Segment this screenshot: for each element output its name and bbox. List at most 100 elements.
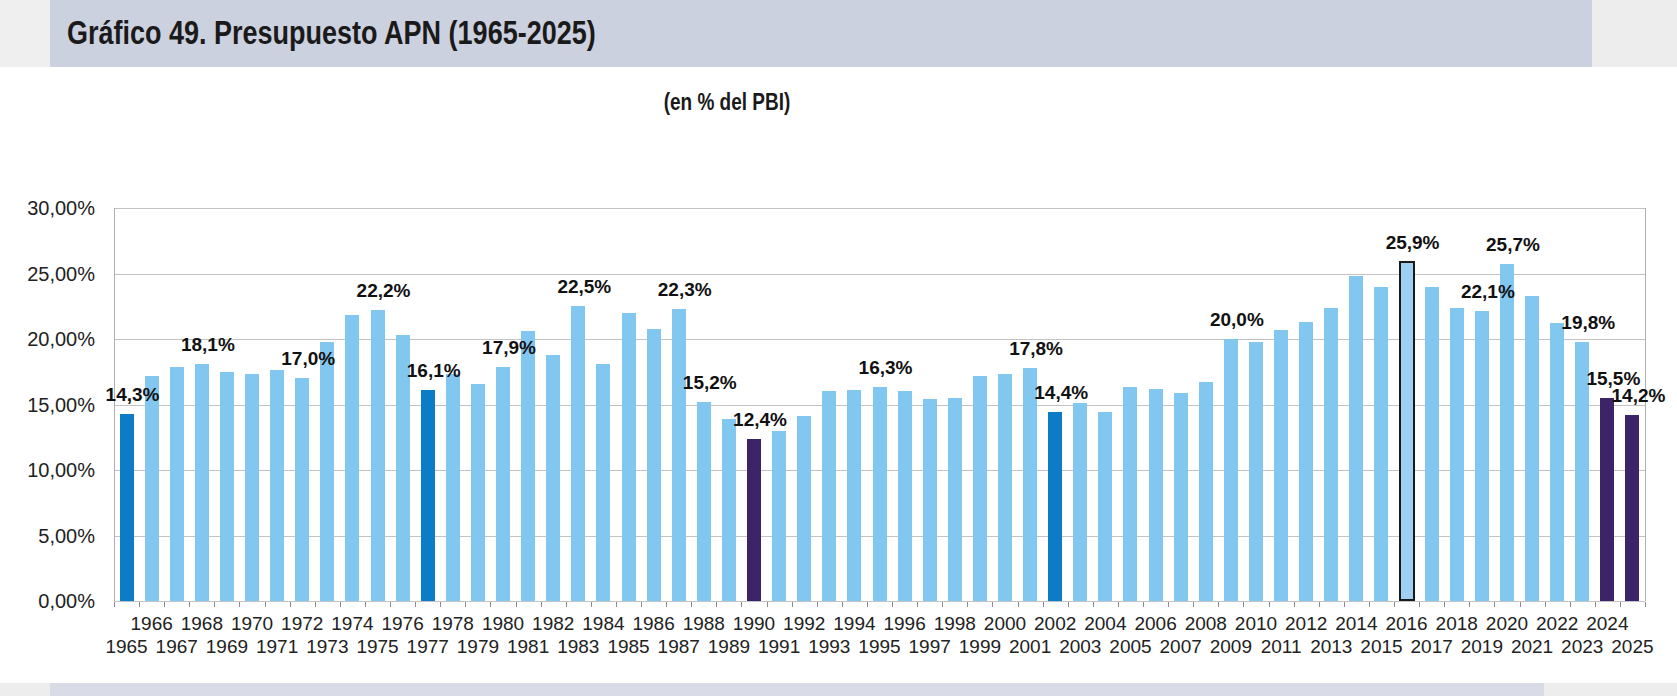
x-axis-label-1995: 1995 xyxy=(858,637,900,657)
x-axis-label-1966: 1966 xyxy=(131,614,173,634)
x-axis-tick xyxy=(1419,602,1420,607)
bar-1970 xyxy=(245,374,259,601)
x-axis-tick xyxy=(666,602,667,607)
x-axis-label-1975: 1975 xyxy=(356,637,398,657)
bar-2015 xyxy=(1374,287,1388,601)
x-axis-tick xyxy=(1319,602,1320,607)
bar-label-2001: 17,8% xyxy=(1009,338,1063,360)
bar-1977 xyxy=(421,390,435,601)
footer-band xyxy=(50,683,1544,696)
x-axis-tick xyxy=(390,602,391,607)
bar-label-1977: 16,1% xyxy=(407,360,461,382)
bar-1997 xyxy=(923,399,937,601)
x-axis-label-1984: 1984 xyxy=(582,614,624,634)
y-axis-label-15: 15,00% xyxy=(5,395,95,415)
x-axis-label-1977: 1977 xyxy=(407,637,449,657)
x-axis-tick xyxy=(992,602,993,607)
x-axis-tick xyxy=(1294,602,1295,607)
x-axis-label-2012: 2012 xyxy=(1285,614,1327,634)
bar-2013 xyxy=(1324,308,1338,601)
x-axis-tick xyxy=(1620,602,1621,607)
bar-2004 xyxy=(1098,412,1112,601)
bar-2011 xyxy=(1274,330,1288,601)
x-axis-tick xyxy=(1269,602,1270,607)
x-axis-label-1983: 1983 xyxy=(557,637,599,657)
bar-label-1988: 15,2% xyxy=(683,372,737,394)
bar-1975 xyxy=(371,310,385,601)
x-axis-label-1971: 1971 xyxy=(256,637,298,657)
gridline-25 xyxy=(114,274,1645,275)
x-axis-label-2007: 2007 xyxy=(1160,637,1202,657)
x-axis-label-2009: 2009 xyxy=(1210,637,1252,657)
bar-2002 xyxy=(1048,412,1062,601)
x-axis-tick xyxy=(1645,602,1646,607)
bar-1998 xyxy=(948,398,962,601)
x-axis-tick xyxy=(917,602,918,607)
bar-2024 xyxy=(1600,398,1614,601)
y-axis-label-25: 25,00% xyxy=(5,264,95,284)
x-axis-label-1987: 1987 xyxy=(658,637,700,657)
x-axis-label-1972: 1972 xyxy=(281,614,323,634)
bar-1972 xyxy=(295,378,309,601)
x-axis-label-2022: 2022 xyxy=(1536,614,1578,634)
x-axis-label-1970: 1970 xyxy=(231,614,273,634)
bar-1991 xyxy=(772,431,786,601)
x-axis-label-2005: 2005 xyxy=(1109,637,1151,657)
bar-label-2025: 14,2% xyxy=(1612,385,1666,407)
bar-2021 xyxy=(1525,296,1539,601)
bar-label-1972: 17,0% xyxy=(281,348,335,370)
bar-1980 xyxy=(496,367,510,601)
x-axis-tick xyxy=(767,602,768,607)
x-axis-label-1976: 1976 xyxy=(381,614,423,634)
x-axis-tick xyxy=(942,602,943,607)
page: Gráfico 49. Presupuesto APN (1965-2025) … xyxy=(0,0,1677,696)
x-axis-tick xyxy=(741,602,742,607)
x-axis-tick xyxy=(1093,602,1094,607)
bar-1992 xyxy=(797,416,811,601)
x-axis-tick xyxy=(1068,602,1069,607)
bar-2020 xyxy=(1500,264,1514,601)
x-axis-label-2000: 2000 xyxy=(984,614,1026,634)
bar-label-1980: 17,9% xyxy=(482,337,536,359)
x-axis-label-1994: 1994 xyxy=(833,614,875,634)
x-axis-tick xyxy=(1570,602,1571,607)
header-right-margin xyxy=(1592,0,1677,67)
x-axis-tick xyxy=(1369,602,1370,607)
bar-2010 xyxy=(1249,342,1263,601)
x-axis-tick xyxy=(239,602,240,607)
bar-2000 xyxy=(998,374,1012,601)
x-axis-tick xyxy=(792,602,793,607)
x-axis-label-1986: 1986 xyxy=(632,614,674,634)
x-axis-tick xyxy=(691,602,692,607)
x-axis-label-1999: 1999 xyxy=(959,637,1001,657)
bar-1981 xyxy=(521,331,535,601)
x-axis-tick xyxy=(1143,602,1144,607)
x-axis-label-2011: 2011 xyxy=(1261,637,1302,657)
x-axis-label-2001: 2001 xyxy=(1009,637,1051,657)
bar-1969 xyxy=(220,372,234,601)
x-axis-label-1965: 1965 xyxy=(105,637,147,657)
x-axis-tick xyxy=(541,602,542,607)
x-axis-label-2024: 2024 xyxy=(1586,614,1628,634)
x-axis-label-1967: 1967 xyxy=(156,637,198,657)
bar-2018 xyxy=(1450,308,1464,601)
header-left-margin xyxy=(0,0,50,67)
chart-subtitle: (en % del PBI) xyxy=(527,88,927,116)
bar-1987 xyxy=(672,309,686,601)
x-axis-label-2004: 2004 xyxy=(1084,614,1126,634)
bar-1979 xyxy=(471,384,485,601)
bar-2012 xyxy=(1299,322,1313,601)
bar-label-2002: 14,4% xyxy=(1034,382,1088,404)
x-axis-tick xyxy=(1545,602,1546,607)
x-axis-tick xyxy=(315,602,316,607)
bar-label-1995: 16,3% xyxy=(859,357,913,379)
bar-1993 xyxy=(822,391,836,601)
bar-1984 xyxy=(596,364,610,601)
x-axis-label-2002: 2002 xyxy=(1034,614,1076,634)
x-axis-tick xyxy=(1394,602,1395,607)
x-axis-tick xyxy=(516,602,517,607)
x-axis-label-1991: 1991 xyxy=(758,637,800,657)
x-axis-tick xyxy=(566,602,567,607)
x-axis-tick xyxy=(1444,602,1445,607)
x-axis-tick xyxy=(1520,602,1521,607)
